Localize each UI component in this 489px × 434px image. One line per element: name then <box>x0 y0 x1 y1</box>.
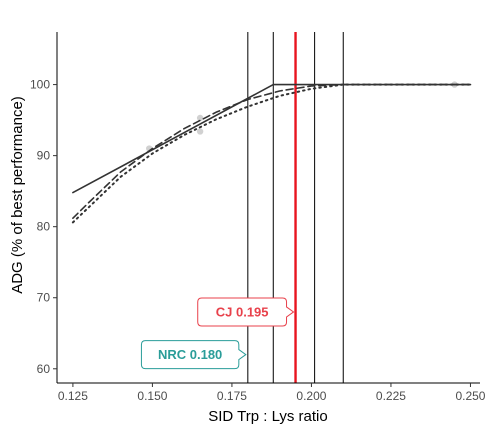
x-tick-label: 0.200 <box>296 389 326 403</box>
x-tick-label: 0.225 <box>376 389 406 403</box>
y-axis-title: ADG (% of best performance) <box>9 96 26 294</box>
x-tick-label: 0.125 <box>58 389 88 403</box>
y-tick-label: 90 <box>37 149 51 163</box>
y-tick-label: 80 <box>37 220 51 234</box>
fit-curve-dotted <box>71 83 472 224</box>
x-axis-title: SID Trp : Lys ratio <box>208 408 327 425</box>
y-tick-label: 60 <box>37 362 51 376</box>
y-tick-label: 100 <box>30 78 50 92</box>
data-point <box>196 114 204 122</box>
x-tick-label: 0.150 <box>137 389 167 403</box>
fit-curves <box>71 83 472 224</box>
callout-label: NRC 0.180 <box>158 347 222 362</box>
callout-box <box>197 297 295 327</box>
y-tick-label: 70 <box>37 291 51 305</box>
y-ticks: 60 70 80 90 100 <box>30 78 57 376</box>
callout-label: CJ 0.195 <box>216 304 269 319</box>
x-tick-label: 0.250 <box>455 389 485 403</box>
data-point <box>196 128 204 135</box>
fit-curve-solid <box>72 83 472 194</box>
axes <box>56 32 480 384</box>
observed-points <box>146 81 458 152</box>
fit-curve-dashed <box>72 83 472 219</box>
callouts: CJ 0.195 NRC 0.180 <box>140 297 295 370</box>
callout-box <box>140 340 247 370</box>
x-tick-label: 0.175 <box>217 389 247 403</box>
x-ticks: 0.125 0.150 0.175 0.200 0.225 0.250 <box>58 383 486 403</box>
